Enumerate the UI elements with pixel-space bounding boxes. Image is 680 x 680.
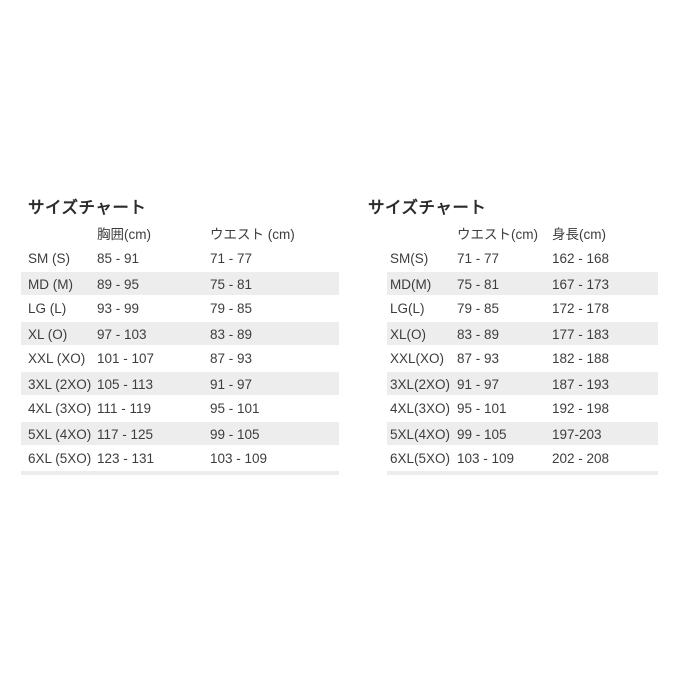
size-cell: MD (M) [28,277,73,292]
waist-cell: 83 - 89 [457,327,500,342]
table-row: 5XL (4XO) 117 - 125 99 - 105 [21,421,339,446]
height-cell: 192 - 198 [552,401,610,416]
chest-cell: 123 - 131 [97,451,155,466]
height-cell: 162 - 168 [552,251,610,266]
chest-cell: 85 - 91 [97,251,140,266]
table-bottom-stripe [387,471,658,475]
header-size-column [390,222,457,246]
table-row: MD(M) 75 - 81 167 - 173 [387,271,658,296]
size-cell: LG(L) [390,301,425,316]
height-cell: 187 - 193 [552,377,610,392]
size-chart-chest-waist: サイズチャート 胸囲(cm) ウエスト (cm) SM (S) 85 - 91 … [21,198,339,475]
table-row: SM (S) 85 - 91 71 - 77 [21,246,339,271]
chest-cell: 111 - 119 [97,401,152,416]
height-cell: 202 - 208 [552,451,610,466]
table-row: XXL (XO) 101 - 107 87 - 93 [21,346,339,371]
table-row: XXL(XO) 87 - 93 182 - 188 [387,346,658,371]
height-cell: 182 - 188 [552,351,610,366]
size-cell: 3XL(2XO) [390,377,451,392]
waist-cell: 99 - 105 [457,427,507,442]
waist-cell: 87 - 93 [457,351,500,366]
size-cell: 4XL(3XO) [390,401,451,416]
size-chart-table: 胸囲(cm) ウエスト (cm) SM (S) 85 - 91 71 - 77 … [21,222,339,475]
table-row: 4XL(3XO) 95 - 101 192 - 198 [387,396,658,421]
size-cell: 5XL(4XO) [390,427,451,442]
waist-cell: 71 - 77 [457,251,500,266]
table-row: 3XL (2XO) 105 - 113 91 - 97 [21,371,339,396]
table-row: 5XL(4XO) 99 - 105 197-203 [387,421,658,446]
waist-cell: 83 - 89 [210,327,253,342]
waist-cell: 75 - 81 [457,277,500,292]
height-cell: 177 - 183 [552,327,610,342]
chest-cell: 89 - 95 [97,277,140,292]
size-cell: SM(S) [390,251,429,266]
size-cell: XXL(XO) [390,351,445,366]
size-cell: 6XL (5XO) [28,451,92,466]
table-row: 3XL(2XO) 91 - 97 187 - 193 [387,371,658,396]
table-row: LG(L) 79 - 85 172 - 178 [387,296,658,321]
header-chest-column: 胸囲(cm) [97,227,151,242]
header-size-column [28,222,97,246]
waist-cell: 87 - 93 [210,351,253,366]
size-cell: MD(M) [390,277,432,292]
header-waist-column: ウエスト (cm) [210,227,295,242]
waist-cell: 95 - 101 [457,401,507,416]
size-cell: LG (L) [28,301,67,316]
size-cell: 4XL (3XO) [28,401,92,416]
table-row: XL(O) 83 - 89 177 - 183 [387,321,658,346]
chest-cell: 105 - 113 [97,377,154,392]
waist-cell: 75 - 81 [210,277,253,292]
size-cell: 6XL(5XO) [390,451,451,466]
chest-cell: 101 - 107 [97,351,155,366]
table-row: MD (M) 89 - 95 75 - 81 [21,271,339,296]
waist-cell: 103 - 109 [457,451,515,466]
waist-cell: 91 - 97 [457,377,500,392]
waist-cell: 99 - 105 [210,427,260,442]
waist-cell: 95 - 101 [210,401,260,416]
size-chart-title: サイズチャート [28,199,147,217]
table-rows: SM (S) 85 - 91 71 - 77 MD (M) 89 - 95 75… [21,246,339,471]
height-cell: 172 - 178 [552,301,610,316]
table-row: XL (O) 97 - 103 83 - 89 [21,321,339,346]
height-cell: 197-203 [552,427,602,442]
table-row: 4XL (3XO) 111 - 119 95 - 101 [21,396,339,421]
table-row: 6XL(5XO) 103 - 109 202 - 208 [387,446,658,471]
table-row: SM(S) 71 - 77 162 - 168 [387,246,658,271]
table-header-row: 胸囲(cm) ウエスト (cm) [21,222,339,246]
size-chart-table: ウエスト(cm) 身長(cm) SM(S) 71 - 77 162 - 168 … [387,222,658,475]
size-chart-title: サイズチャート [368,199,487,217]
size-cell: XXL (XO) [28,351,86,366]
size-cell: 3XL (2XO) [28,377,92,392]
waist-cell: 79 - 85 [210,301,253,316]
table-rows: SM(S) 71 - 77 162 - 168 MD(M) 75 - 81 16… [387,246,658,471]
header-waist-column: ウエスト(cm) [457,227,538,242]
size-cell: XL (O) [28,327,68,342]
header-height-column: 身長(cm) [552,227,606,242]
table-row: LG (L) 93 - 99 79 - 85 [21,296,339,321]
chest-cell: 117 - 125 [97,427,154,442]
size-cell: XL(O) [390,327,427,342]
size-cell: SM (S) [28,251,70,266]
waist-cell: 71 - 77 [210,251,253,266]
size-cell: 5XL (4XO) [28,427,92,442]
chest-cell: 93 - 99 [97,301,140,316]
table-bottom-stripe [21,471,339,475]
table-header-row: ウエスト(cm) 身長(cm) [387,222,658,246]
waist-cell: 103 - 109 [210,451,268,466]
waist-cell: 79 - 85 [457,301,500,316]
height-cell: 167 - 173 [552,277,610,292]
table-row: 6XL (5XO) 123 - 131 103 - 109 [21,446,339,471]
chest-cell: 97 - 103 [97,327,147,342]
waist-cell: 91 - 97 [210,377,253,392]
size-chart-waist-height: サイズチャート ウエスト(cm) 身長(cm) SM(S) 71 - 77 16… [368,198,658,475]
